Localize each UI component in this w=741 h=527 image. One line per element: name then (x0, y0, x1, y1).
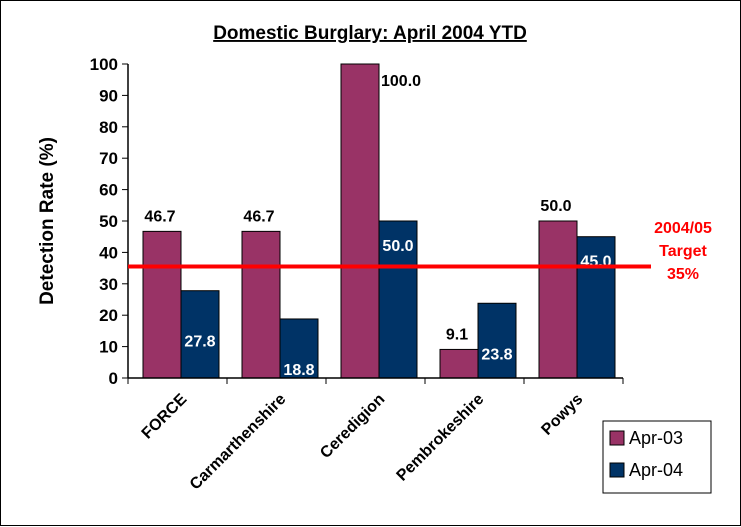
y-axis-ticks: 0 10 20 30 40 50 60 70 80 90 100 (90, 55, 128, 388)
bar-apr-03-ceredigion (340, 63, 380, 379)
data-label-apr-03: 100.0 (381, 73, 421, 90)
bars (142, 63, 616, 379)
bar-apr-03-powys (538, 220, 578, 379)
target-label-line: 2004/05 (654, 220, 712, 237)
legend-label: Apr-04 (629, 460, 683, 480)
category-label: Powys (538, 391, 586, 439)
chart-title: Domestic Burglary: April 2004 YTD (213, 23, 527, 44)
y-tick-label: 50 (99, 212, 118, 231)
y-tick-label: 40 (99, 243, 118, 262)
target-label-line: Target (659, 243, 707, 260)
data-label-apr-04: 27.8 (184, 334, 215, 351)
category-label: Ceredigion (317, 391, 388, 462)
target-label-line: 35% (667, 266, 699, 283)
y-tick-label: 60 (99, 181, 118, 200)
bar-apr-03-carmarthenshire (241, 230, 281, 379)
bar-apr-04-pembrokeshire (477, 302, 517, 379)
bar-apr-04-force (180, 290, 220, 379)
legend-swatch-apr-04 (609, 462, 625, 478)
bar-apr-04-carmarthenshire (279, 318, 319, 379)
y-tick-label: 20 (99, 306, 118, 325)
y-tick-label: 30 (99, 275, 118, 294)
data-label-apr-04: 23.8 (481, 346, 512, 363)
bar-apr-03-force (142, 230, 182, 379)
data-label-apr-03: 46.7 (243, 208, 274, 225)
bar-apr-04-powys (576, 236, 616, 379)
y-tick-label: 10 (99, 338, 118, 357)
y-tick-label: 100 (90, 55, 118, 74)
axes (127, 64, 624, 384)
data-label-apr-03: 50.0 (540, 198, 571, 215)
data-label-apr-04: 50.0 (382, 238, 413, 255)
y-tick-label: 70 (99, 149, 118, 168)
category-label: Pembrokeshire (394, 391, 488, 485)
category-label: FORCE (139, 391, 191, 443)
y-tick-label: 0 (109, 369, 118, 388)
legend: Apr-03 Apr-04 (602, 420, 712, 494)
bar-apr-03-pembrokeshire (439, 348, 479, 379)
category-label: Carmarthenshire (187, 391, 290, 494)
y-tick-label: 90 (99, 86, 118, 105)
legend-swatch-apr-03 (609, 430, 625, 446)
bar-apr-04-ceredigion (378, 220, 418, 379)
y-tick-label: 80 (99, 118, 118, 137)
legend-label: Apr-03 (629, 428, 683, 448)
data-label-apr-03: 46.7 (144, 208, 175, 225)
y-axis-title: Detection Rate (%) (37, 137, 58, 305)
target-line-group: 2004/05 Target 35% (128, 220, 712, 283)
data-label-apr-03: 9.1 (446, 326, 468, 343)
data-label-apr-04: 18.8 (283, 362, 314, 379)
